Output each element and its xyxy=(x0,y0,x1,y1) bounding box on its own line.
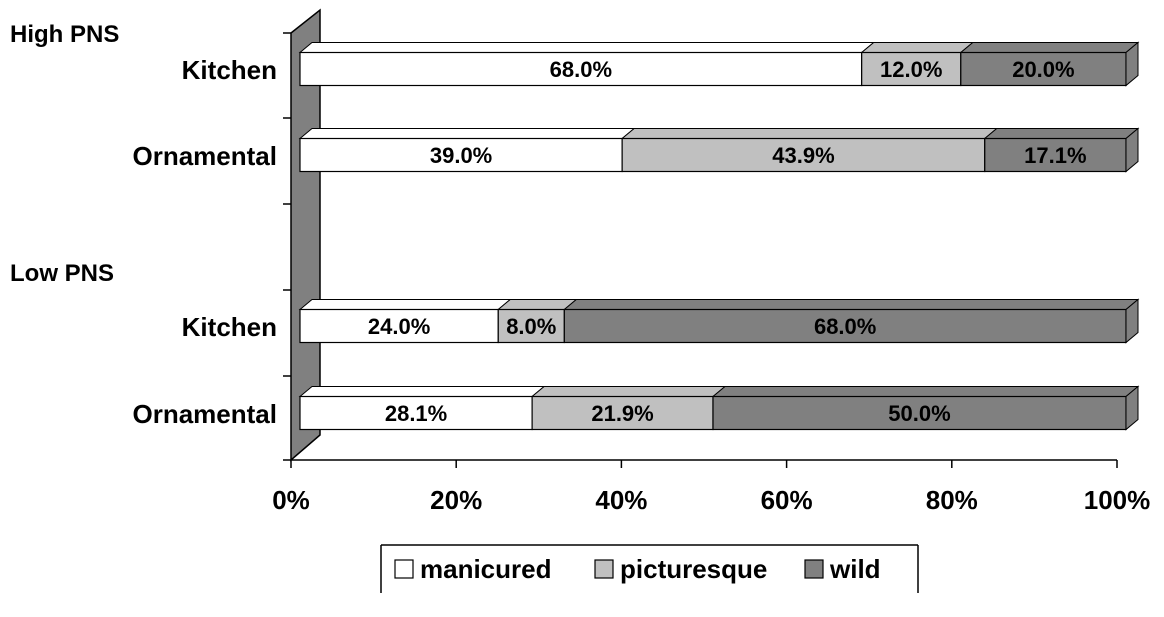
data-label: 24.0% xyxy=(368,314,430,339)
bar-segment-top xyxy=(959,42,1140,53)
bar-segment-top xyxy=(983,128,1140,139)
labels: High PNS Low PNS Kitchen 68.0% 12.0% 20.0% Orn… xyxy=(10,21,1087,429)
bar-segment-top xyxy=(298,42,876,53)
group-label: Low PNS xyxy=(10,260,114,287)
bar-segment xyxy=(299,51,863,87)
axes: 0% 20% 40% 60% 80% 100% xyxy=(272,32,1151,515)
data-label: 8.0% xyxy=(506,314,556,339)
x-tick-label: 40% xyxy=(595,485,647,515)
data-label: 68.0% xyxy=(550,57,612,82)
data-label: 39.0% xyxy=(430,143,492,168)
bar-segment xyxy=(531,395,714,431)
data-label: 12.0% xyxy=(880,57,942,82)
legend-label: picturesque xyxy=(620,554,767,584)
group-label: High PNS xyxy=(10,21,119,48)
bar-side-face xyxy=(1125,385,1139,431)
chart-back-wall xyxy=(290,8,321,462)
bar-segment xyxy=(712,395,1127,431)
bar-segment-top xyxy=(711,386,1140,397)
legend-box xyxy=(381,545,918,593)
bar-segment-top xyxy=(562,299,1140,310)
data-label: 28.1% xyxy=(385,401,447,426)
legend-swatch xyxy=(594,559,614,579)
bar-segment-top xyxy=(298,386,546,397)
category-label: Ornamental xyxy=(133,141,278,171)
bar-side-face xyxy=(1125,298,1139,344)
bar-segment xyxy=(984,137,1127,173)
data-label: 43.9% xyxy=(772,143,834,168)
bar-segment-top xyxy=(298,299,512,310)
category-label: Kitchen xyxy=(182,55,277,85)
bar-segment xyxy=(861,51,962,87)
bar-segment-top xyxy=(298,128,636,139)
bar-segment xyxy=(497,308,565,344)
bar-segment-top xyxy=(530,386,727,397)
bar-side-face xyxy=(1125,127,1139,173)
bars xyxy=(298,41,1140,431)
data-label: 17.1% xyxy=(1024,143,1086,168)
legend-label: manicured xyxy=(420,554,552,584)
back-wall-panel xyxy=(290,8,321,462)
bar-segment xyxy=(299,395,533,431)
bar-segment-top xyxy=(620,128,999,139)
data-label: 20.0% xyxy=(1012,57,1074,82)
x-tick-label: 20% xyxy=(430,485,482,515)
x-tick-label: 80% xyxy=(926,485,978,515)
x-tick-label: 0% xyxy=(272,485,310,515)
category-label: Ornamental xyxy=(133,399,278,429)
x-tick-label: 60% xyxy=(761,485,813,515)
data-label: 50.0% xyxy=(888,401,950,426)
x-tick-label: 100% xyxy=(1084,485,1151,515)
bar-segment xyxy=(563,308,1127,344)
legend-swatch xyxy=(804,559,824,579)
data-label: 21.9% xyxy=(591,401,653,426)
legend-swatch xyxy=(394,559,414,579)
data-label: 68.0% xyxy=(814,314,876,339)
legend: manicured picturesque wild xyxy=(380,544,919,593)
bar-segment-top xyxy=(860,42,975,53)
bar-segment xyxy=(960,51,1127,87)
bar-segment xyxy=(621,137,986,173)
legend-label: wild xyxy=(829,554,881,584)
bar-side-face xyxy=(1125,41,1139,87)
category-label: Kitchen xyxy=(182,312,277,342)
bar-segment-top xyxy=(496,299,578,310)
